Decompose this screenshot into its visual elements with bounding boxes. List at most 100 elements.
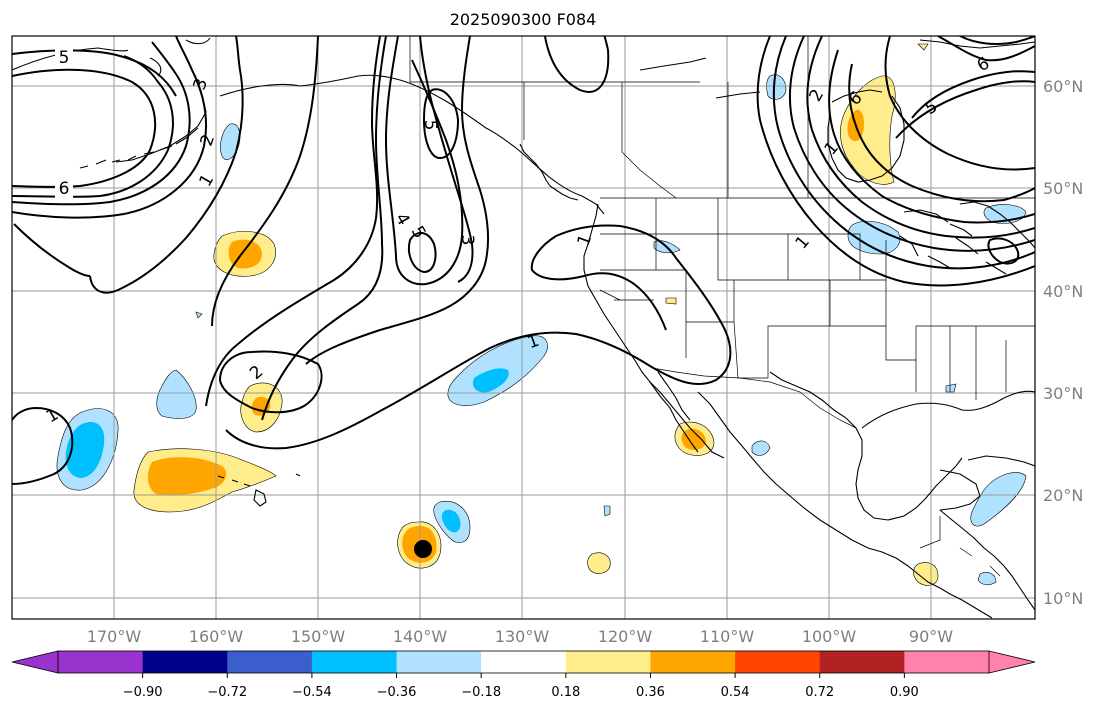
- alaska-coastline: [12, 37, 605, 215]
- mexico-us-border: [651, 367, 857, 429]
- negative-anomaly-region: [977, 572, 997, 586]
- contour-label: 3: [457, 235, 477, 246]
- contour-label: 6: [59, 179, 70, 199]
- great-lakes: [899, 209, 1007, 275]
- central-america-borders: [919, 516, 1001, 577]
- negative-anomaly-region: [751, 440, 771, 456]
- colorbar-tick-label: 0.72: [805, 685, 834, 700]
- negative-anomaly-region: [603, 505, 611, 517]
- contour-line: [937, 36, 1035, 62]
- contour-label: 5: [59, 48, 70, 68]
- lat-tick-label: 30°N: [1043, 384, 1083, 403]
- cuba-coast: [967, 455, 1035, 467]
- contour-line: [895, 80, 1035, 139]
- lon-tick-label: 140°W: [393, 627, 448, 646]
- positive-anomaly-region: [665, 297, 677, 305]
- contour-line: [12, 406, 74, 485]
- hawaii-islands: [217, 473, 301, 507]
- arctic-islands: [639, 39, 1035, 99]
- map-content: [12, 36, 1035, 619]
- baja-california: [649, 371, 699, 453]
- contour-line: [987, 237, 1020, 265]
- coastlines: [12, 37, 1035, 619]
- colorbar-segment: [819, 651, 905, 673]
- contour-line: [543, 36, 610, 93]
- contour-line: [384, 36, 464, 286]
- contour-line: [211, 36, 319, 327]
- longitude-axis: 170°W 160°W 150°W 140°W 130°W 120°W 110°…: [87, 627, 953, 646]
- colorbar-tick-label: 0.36: [636, 685, 665, 700]
- nwt-border: [622, 36, 809, 198]
- negative-anomaly-core: [472, 368, 509, 393]
- lat-tick-label: 10°N: [1043, 589, 1083, 608]
- negative-anomaly-region: [156, 369, 197, 419]
- lat-tick-label: 20°N: [1043, 486, 1083, 505]
- colorbar-tick-label: −0.72: [207, 685, 247, 700]
- gulf-of-mexico-coastline: [769, 371, 963, 521]
- contour-line: [13, 223, 91, 277]
- colorbar-tick-label: −0.54: [292, 685, 332, 700]
- contour-line: [911, 70, 1035, 119]
- alaska-canada-border: [409, 36, 525, 140]
- colorbar-segment: [227, 651, 313, 673]
- negative-anomaly-core: [65, 422, 105, 478]
- colorbar-tick-label: 0.54: [721, 685, 750, 700]
- contour-line: [12, 49, 177, 97]
- contour-line: [422, 88, 460, 160]
- contour-line: [261, 36, 387, 421]
- contour-line: [419, 36, 474, 283]
- contour-line: [828, 49, 1035, 224]
- contour-line: [788, 36, 1035, 252]
- colorbar-segment: [565, 651, 651, 673]
- contour-line: [225, 224, 732, 450]
- lon-tick-label: 160°W: [189, 627, 244, 646]
- colorbar-tick-label: −0.18: [461, 685, 501, 700]
- central-america-coast: [939, 509, 1035, 611]
- negative-anomaly-region: [195, 311, 203, 319]
- map-title: 2025090300 F084: [450, 10, 597, 29]
- latitude-axis: 10°N 20°N 30°N 40°N 50°N 60°N: [1043, 77, 1083, 608]
- contour-line: [12, 41, 191, 206]
- contour-line: [12, 36, 208, 219]
- negative-anomaly-region: [220, 123, 241, 160]
- positive-anomaly-region: [917, 43, 929, 51]
- negative-anomaly-region: [945, 383, 957, 393]
- lon-tick-label: 90°W: [909, 627, 953, 646]
- colorbar-segment: [481, 651, 567, 673]
- contour-line: [89, 36, 244, 294]
- anomaly-fills: [56, 43, 1027, 586]
- colorbar-segments: [58, 651, 990, 673]
- negative-anomaly-region: [970, 472, 1027, 527]
- lon-tick-label: 100°W: [802, 627, 857, 646]
- us-state-borders: [599, 198, 1035, 400]
- contour-line: [756, 36, 1035, 287]
- bc-coastline: [519, 143, 579, 201]
- contour-line: [884, 36, 1035, 171]
- colorbar-over-triangle: [988, 650, 1036, 674]
- gridlines: [12, 36, 1035, 619]
- lon-tick-label: 110°W: [700, 627, 755, 646]
- contour-line: [848, 63, 1035, 203]
- colorbar-segment: [904, 651, 990, 673]
- colorbar-segment: [396, 651, 482, 673]
- colorbar-under-triangle: [11, 650, 59, 674]
- colorbar-ticks: −0.90 −0.72 −0.54 −0.36 −0.18 0.18 0.36 0.54 0.7…: [123, 673, 919, 700]
- contours: [12, 36, 1035, 485]
- positive-anomaly-region: [840, 75, 896, 185]
- lat-tick-label: 50°N: [1043, 179, 1083, 198]
- negative-anomaly-core: [441, 509, 461, 533]
- contour-line: [408, 232, 437, 274]
- colorbar-tick-label: −0.90: [123, 685, 163, 700]
- contour-label: 5: [420, 120, 440, 131]
- positive-anomaly-core: [681, 428, 706, 450]
- contour-line: [959, 36, 1035, 45]
- lon-tick-label: 130°W: [495, 627, 550, 646]
- colorbar-tick-label: 0.90: [890, 685, 919, 700]
- lon-tick-label: 150°W: [291, 627, 346, 646]
- negative-anomaly-region: [766, 74, 787, 100]
- gulf-coast-us: [861, 390, 1035, 429]
- contour-line: [806, 36, 1035, 239]
- yukon-border: [524, 81, 677, 199]
- lat-tick-label: 60°N: [1043, 77, 1083, 96]
